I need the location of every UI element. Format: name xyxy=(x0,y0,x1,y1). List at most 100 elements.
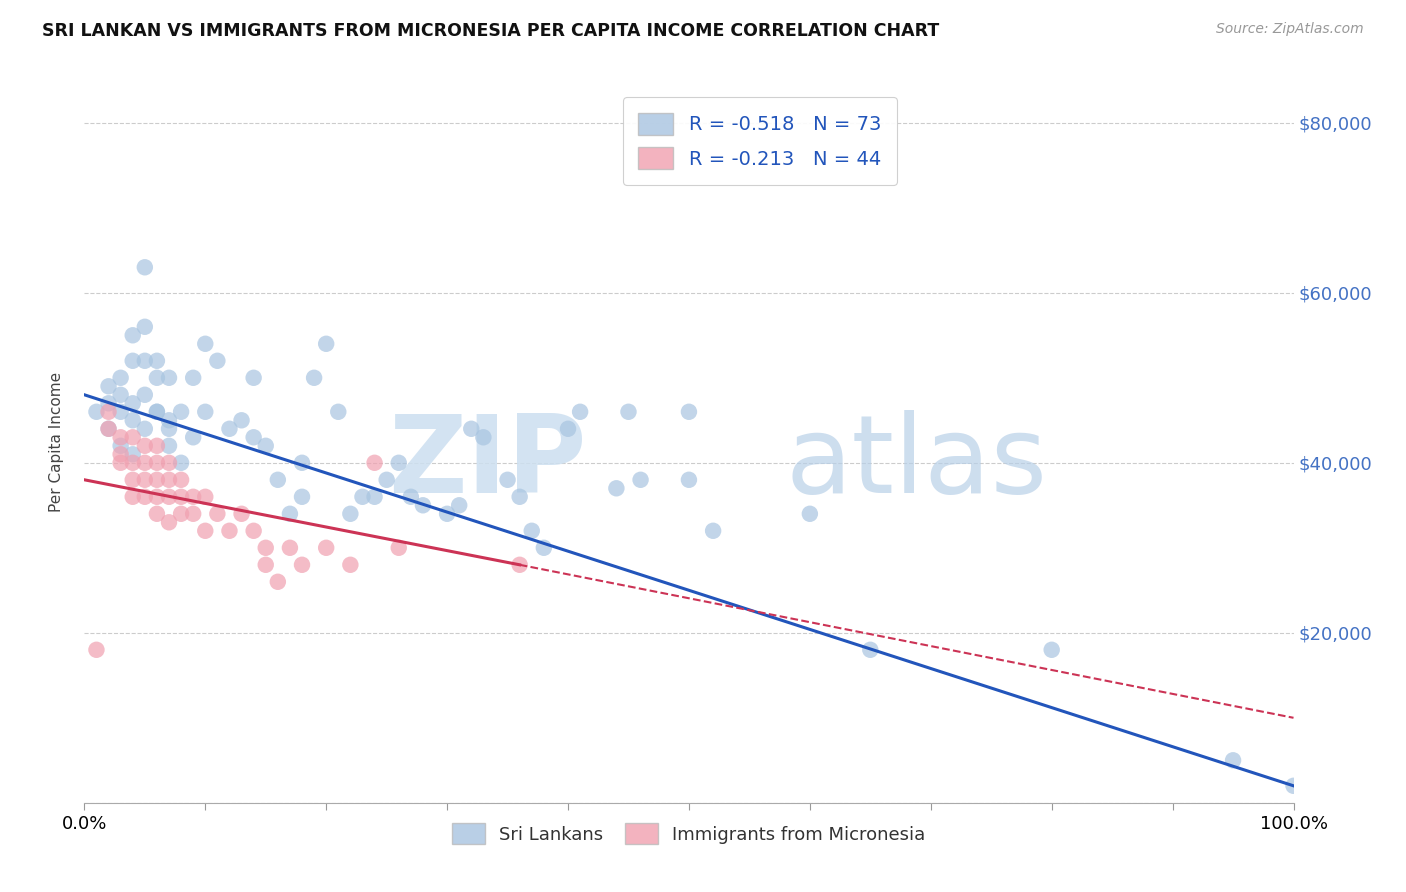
Point xyxy=(605,481,627,495)
Point xyxy=(460,422,482,436)
Point xyxy=(496,473,519,487)
Point xyxy=(110,430,132,444)
Point xyxy=(254,558,277,572)
Point xyxy=(86,405,108,419)
Point xyxy=(207,353,229,368)
Point xyxy=(352,490,374,504)
Point xyxy=(97,422,120,436)
Point xyxy=(1282,779,1305,793)
Point xyxy=(194,490,217,504)
Point xyxy=(121,328,143,343)
Point xyxy=(302,371,325,385)
Point xyxy=(399,490,422,504)
Point xyxy=(134,473,156,487)
Point xyxy=(388,456,411,470)
Point xyxy=(509,558,531,572)
Point xyxy=(181,430,204,444)
Point xyxy=(291,456,314,470)
Point xyxy=(134,490,156,504)
Point xyxy=(181,490,204,504)
Point xyxy=(291,490,314,504)
Point xyxy=(170,507,193,521)
Point xyxy=(375,473,398,487)
Legend: Sri Lankans, Immigrants from Micronesia: Sri Lankans, Immigrants from Micronesia xyxy=(446,816,932,852)
Point xyxy=(859,642,882,657)
Point xyxy=(412,498,434,512)
Point xyxy=(267,473,290,487)
Point xyxy=(170,405,193,419)
Point xyxy=(97,379,120,393)
Point xyxy=(146,353,169,368)
Point xyxy=(231,507,253,521)
Point xyxy=(110,388,132,402)
Text: ZIP: ZIP xyxy=(388,410,586,516)
Point xyxy=(254,541,277,555)
Point xyxy=(146,507,169,521)
Point xyxy=(702,524,724,538)
Point xyxy=(388,541,411,555)
Point xyxy=(520,524,543,538)
Point xyxy=(472,430,495,444)
Point xyxy=(678,405,700,419)
Point xyxy=(181,507,204,521)
Point xyxy=(799,507,821,521)
Point xyxy=(630,473,652,487)
Point xyxy=(146,490,169,504)
Point xyxy=(231,413,253,427)
Point xyxy=(157,490,180,504)
Point xyxy=(363,456,385,470)
Point xyxy=(254,439,277,453)
Point xyxy=(121,413,143,427)
Point xyxy=(194,405,217,419)
Point xyxy=(121,490,143,504)
Point xyxy=(157,371,180,385)
Point xyxy=(278,541,301,555)
Point xyxy=(207,507,229,521)
Point xyxy=(134,353,156,368)
Point xyxy=(218,524,240,538)
Point xyxy=(157,456,180,470)
Point xyxy=(449,498,471,512)
Point xyxy=(157,516,180,530)
Point xyxy=(678,473,700,487)
Point xyxy=(181,371,204,385)
Point xyxy=(134,319,156,334)
Point xyxy=(134,388,156,402)
Point xyxy=(97,405,120,419)
Point xyxy=(157,473,180,487)
Text: atlas: atlas xyxy=(786,410,1047,516)
Point xyxy=(134,439,156,453)
Point xyxy=(121,456,143,470)
Text: SRI LANKAN VS IMMIGRANTS FROM MICRONESIA PER CAPITA INCOME CORRELATION CHART: SRI LANKAN VS IMMIGRANTS FROM MICRONESIA… xyxy=(42,22,939,40)
Point xyxy=(121,430,143,444)
Point xyxy=(218,422,240,436)
Point xyxy=(291,558,314,572)
Point xyxy=(1040,642,1063,657)
Point xyxy=(157,439,180,453)
Point xyxy=(134,260,156,275)
Point xyxy=(339,558,361,572)
Point xyxy=(146,405,169,419)
Point xyxy=(194,336,217,351)
Point xyxy=(363,490,385,504)
Point xyxy=(146,473,169,487)
Point xyxy=(121,396,143,410)
Point xyxy=(134,422,156,436)
Point xyxy=(110,371,132,385)
Point xyxy=(110,439,132,453)
Point xyxy=(242,524,264,538)
Point xyxy=(146,371,169,385)
Point xyxy=(315,336,337,351)
Point xyxy=(1222,753,1244,767)
Point xyxy=(509,490,531,504)
Point xyxy=(242,430,264,444)
Point xyxy=(170,490,193,504)
Point xyxy=(121,353,143,368)
Point xyxy=(569,405,592,419)
Point xyxy=(533,541,555,555)
Text: Source: ZipAtlas.com: Source: ZipAtlas.com xyxy=(1216,22,1364,37)
Point xyxy=(157,422,180,436)
Point xyxy=(278,507,301,521)
Point xyxy=(146,405,169,419)
Point xyxy=(146,439,169,453)
